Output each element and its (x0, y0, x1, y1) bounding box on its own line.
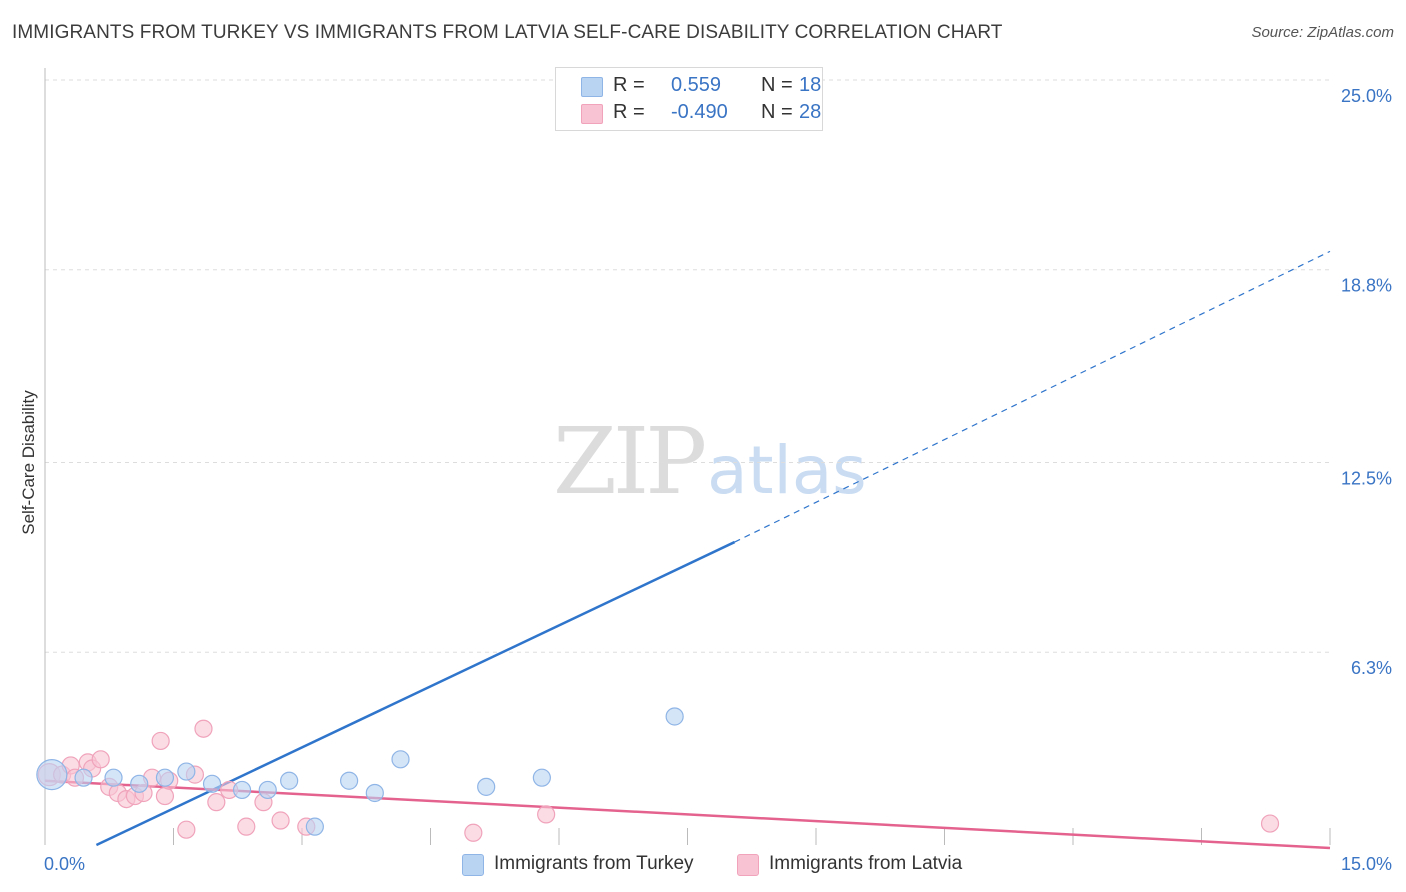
y-tick-label: 18.8% (1341, 276, 1392, 296)
x-tick-label: 15.0% (1341, 854, 1392, 874)
data-point-latvia (177, 820, 196, 839)
series-legend: Immigrants from Turkey Immigrants from L… (0, 852, 1406, 878)
watermark-atlas: atlas (707, 432, 867, 509)
y-tick-label: 12.5% (1341, 469, 1392, 489)
y-tick-label: 6.3% (1351, 658, 1392, 678)
data-point-turkey (258, 780, 277, 800)
legend-r-value: -0.490 (671, 101, 728, 123)
legend-r-label: R = (613, 101, 645, 123)
data-point-turkey (202, 774, 222, 793)
legend-label-turkey: Immigrants from Turkey (494, 853, 694, 874)
legend-label-latvia: Immigrants from Latvia (769, 853, 963, 874)
legend-r-label: R = (613, 74, 645, 96)
data-point-latvia (271, 811, 290, 830)
data-point-latvia (194, 719, 213, 738)
point-layer (36, 72, 1280, 842)
legend-n-label: N = (761, 74, 793, 96)
trend-layer (44, 250, 1331, 850)
grid-layer (45, 79, 1330, 653)
watermark-zip: ZIP (553, 408, 707, 515)
legend-n-value: 18 (799, 74, 822, 96)
legend-n-label: N = (761, 101, 793, 123)
data-point-latvia (91, 750, 110, 769)
trend-line-turkey-projection (734, 250, 1331, 543)
data-point-turkey (532, 768, 551, 787)
axis-layer (44, 68, 1331, 845)
data-point-turkey (130, 774, 149, 793)
watermark: ZIPatlas (553, 408, 867, 515)
legend-n-value: 28 (799, 101, 822, 123)
legend-swatch-latvia (737, 854, 759, 876)
data-point-latvia (207, 793, 226, 812)
x-tick-label: 0.0% (44, 854, 85, 874)
data-point-turkey (665, 707, 684, 726)
data-point-turkey (477, 777, 496, 796)
data-point-latvia (155, 786, 175, 806)
data-point-turkey (74, 768, 93, 787)
data-point-latvia (151, 731, 170, 751)
legend-swatch-latvia (581, 104, 603, 124)
data-point-turkey (305, 817, 324, 836)
data-point-turkey (365, 783, 384, 803)
data-point-turkey (104, 768, 123, 787)
data-point-turkey (280, 771, 299, 790)
data-point-latvia (237, 817, 256, 836)
data-point-turkey (155, 768, 175, 787)
stats-legend: R = 0.559 N = 18 R = -0.490 N = 28 (555, 67, 823, 131)
y-tick-label: 25.0% (1341, 86, 1392, 106)
data-point-latvia (464, 823, 483, 842)
legend-r-value: 0.559 (671, 74, 722, 96)
data-point-turkey (177, 762, 196, 781)
trend-line-turkey (95, 540, 736, 847)
data-point-latvia (1260, 814, 1280, 833)
data-point-turkey (232, 780, 252, 800)
data-point-turkey (36, 759, 68, 791)
data-point-turkey (340, 771, 359, 790)
label-layer: 6.3% 12.5% 18.8% 25.0% 0.0% 15.0% Self-Care Di… (19, 86, 1392, 874)
legend-swatch-turkey (581, 77, 603, 97)
chart-title: IMMIGRANTS FROM TURKEY VS IMMIGRANTS FRO… (12, 22, 1003, 43)
y-axis-label: Self-Care Disability (19, 390, 38, 535)
source-label: Source: ZipAtlas.com (1251, 24, 1394, 41)
data-point-turkey (391, 750, 410, 769)
data-point-latvia (537, 805, 556, 824)
legend-swatch-turkey (462, 854, 484, 876)
